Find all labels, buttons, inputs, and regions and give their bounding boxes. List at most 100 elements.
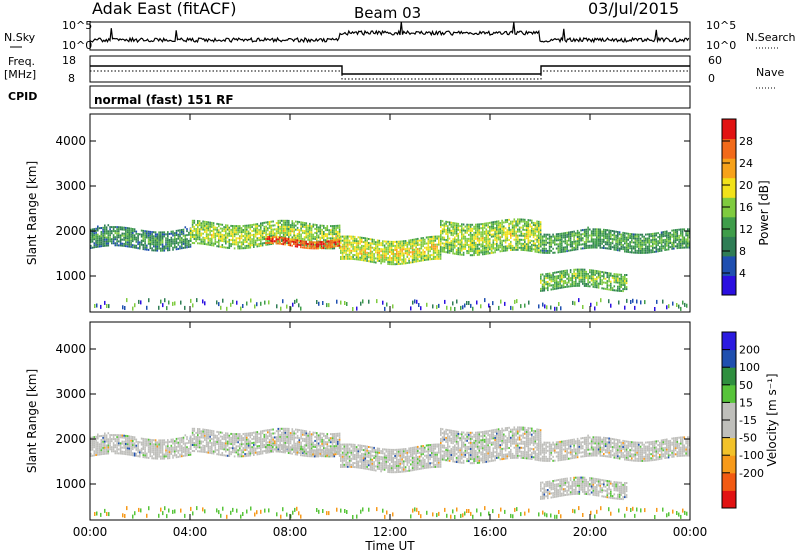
power-cell (121, 228, 124, 231)
power-cell (531, 246, 533, 248)
velocity-cell (244, 449, 246, 451)
power-cell (254, 229, 257, 232)
power-cell (319, 243, 321, 246)
power-cell (439, 253, 442, 256)
power-cell (321, 243, 323, 246)
velocity-cell (202, 450, 204, 453)
velocity-cell (216, 453, 218, 456)
power-cell (418, 247, 421, 250)
power-cell (603, 240, 605, 243)
power-cell (147, 248, 150, 251)
velocity-cell (90, 436, 92, 439)
power-cell (478, 237, 481, 240)
power-cell (309, 222, 311, 225)
power-cell (375, 247, 377, 250)
velocity-cell (190, 444, 192, 446)
power-cell (191, 223, 194, 226)
power-cell (440, 225, 442, 228)
power-cell (181, 237, 183, 240)
power-cell (347, 245, 349, 248)
power-cell (676, 232, 679, 235)
velocity-cell (93, 444, 96, 447)
power-cell (569, 269, 572, 272)
power-cell (538, 237, 540, 239)
power-cell (610, 235, 612, 238)
power-cell (415, 248, 417, 251)
power-cell (447, 241, 449, 244)
power-cell (246, 301, 248, 306)
power-cell (438, 257, 440, 260)
power-cell (321, 228, 323, 231)
power-cell (316, 224, 318, 227)
power-cell (592, 232, 595, 235)
power-cell (568, 273, 570, 276)
velocity-cell (130, 449, 132, 452)
power-cell (254, 225, 257, 228)
power-cell (232, 225, 234, 227)
power-cell (222, 298, 224, 303)
power-cell (441, 230, 444, 233)
power-cell (466, 231, 468, 234)
velocity-cell (233, 447, 236, 450)
velocity-cell (147, 450, 150, 453)
power-cell (116, 230, 118, 233)
power-cell (415, 256, 417, 259)
power-cell (494, 249, 496, 252)
velocity-cell (218, 449, 220, 452)
power-cell (674, 231, 677, 234)
power-cell (153, 241, 155, 244)
power-cell (596, 228, 598, 231)
power-cell (594, 240, 596, 243)
power-cell (174, 234, 176, 237)
velocity-cell (207, 451, 210, 454)
power-cell (197, 238, 199, 241)
power-cell (501, 231, 503, 234)
velocity-cell (158, 441, 160, 444)
power-cell (580, 278, 582, 281)
power-cell (328, 237, 330, 240)
power-cell (629, 241, 631, 244)
power-cell (282, 229, 285, 232)
power-cell (239, 225, 241, 228)
power-cell (390, 261, 393, 264)
power-cell (256, 225, 259, 228)
velocity-cell (256, 441, 259, 444)
power-cell (350, 245, 353, 248)
power-cell (277, 240, 280, 243)
power-cell (525, 247, 528, 250)
power-cell (585, 232, 588, 235)
power-cell (475, 233, 477, 236)
power-cell (153, 237, 155, 240)
power-cell (422, 243, 424, 246)
velocity-cell (100, 451, 103, 454)
power-cell (541, 273, 544, 276)
velocity-cell (104, 440, 106, 443)
velocity-cell (112, 450, 115, 453)
power-cell (618, 285, 621, 288)
power-cell (383, 244, 386, 247)
power-cell (319, 230, 322, 233)
power-cell (202, 224, 204, 227)
power-cell (503, 221, 505, 224)
power-cell (137, 241, 139, 244)
power-cell (382, 240, 384, 243)
power-cell (336, 240, 339, 243)
power-cell (221, 227, 224, 230)
power-cell (540, 273, 542, 276)
power-cell (219, 245, 222, 248)
velocity-cell (198, 440, 201, 443)
power-cell (497, 226, 500, 229)
power-cell (190, 229, 192, 232)
power-cell (223, 240, 225, 243)
power-cell (576, 282, 579, 285)
power-cell (258, 245, 260, 248)
power-cell (200, 228, 203, 231)
power-cell (557, 283, 560, 286)
power-cell (331, 231, 334, 234)
power-cell (256, 233, 259, 236)
power-cell (568, 239, 570, 242)
power-cell (620, 286, 623, 288)
power-cell (246, 240, 248, 243)
power-cell (247, 242, 250, 245)
power-cell (340, 256, 342, 258)
